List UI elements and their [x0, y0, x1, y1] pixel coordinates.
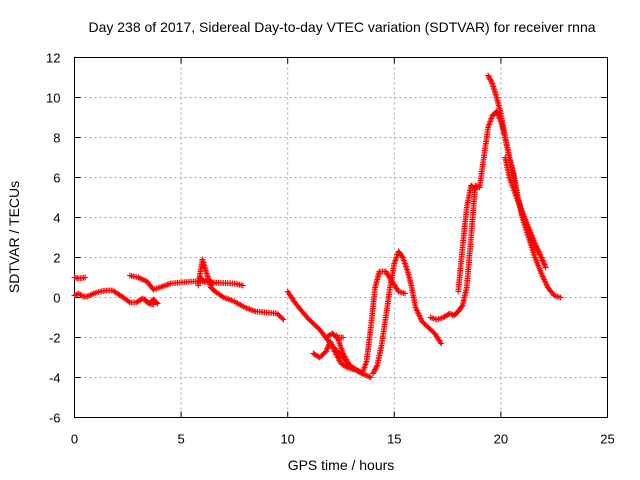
x-axis-label: GPS time / hours — [288, 457, 395, 473]
y-tick-label: 2 — [53, 251, 60, 266]
axis-ticks — [74, 57, 608, 418]
y-tick-label: 4 — [53, 211, 60, 226]
x-tick-label: 15 — [387, 432, 401, 447]
data-points — [485, 72, 549, 271]
data-points — [455, 182, 479, 295]
data-points — [141, 296, 161, 307]
series-arc-4 — [141, 296, 161, 307]
data-points — [502, 154, 545, 261]
series-arc-2 — [71, 287, 157, 308]
series-arc-12 — [427, 108, 564, 323]
data-points — [71, 287, 157, 308]
y-tick-label: 8 — [53, 131, 60, 146]
y-tick-label: -2 — [49, 331, 61, 346]
plot-frame — [74, 57, 608, 418]
series-arc-1 — [71, 274, 89, 282]
x-tick-label: 10 — [280, 432, 294, 447]
series-arc-10 — [333, 268, 409, 377]
y-tick-label: 0 — [53, 291, 60, 306]
series-arc-11 — [369, 248, 445, 377]
series-arc-14 — [485, 72, 549, 271]
y-tick-label: -6 — [49, 411, 61, 426]
y-tick-label: -4 — [49, 371, 61, 386]
data-points — [333, 268, 409, 377]
data-points — [71, 274, 89, 282]
y-axis-label: SDTVAR / TECUs — [6, 181, 22, 293]
x-tick-label: 25 — [600, 432, 614, 447]
series-arc-3 — [126, 272, 246, 293]
y-tick-label: 10 — [46, 91, 60, 106]
series-arc-5 — [195, 256, 287, 323]
chart-title: Day 238 of 2017, Sidereal Day-to-day VTE… — [88, 19, 595, 35]
x-tick-label: 0 — [71, 432, 78, 447]
data-points — [195, 256, 287, 323]
data-points — [126, 272, 246, 293]
data-points — [310, 338, 357, 373]
data-points — [369, 248, 445, 377]
x-tick-label: 20 — [494, 432, 508, 447]
x-axis-tick-labels: 0 5 10 15 20 25 — [71, 432, 615, 447]
x-tick-label: 5 — [177, 432, 184, 447]
series-arc-13 — [455, 182, 479, 295]
data-points — [427, 108, 564, 323]
y-tick-label: 6 — [53, 171, 60, 186]
y-axis-tick-labels: -6 -4 -2 0 2 4 6 8 10 12 — [46, 51, 60, 426]
y-tick-label: 12 — [46, 51, 60, 66]
series-arc-8 — [310, 338, 357, 373]
data-points — [197, 274, 217, 287]
series-arc-6 — [197, 274, 217, 287]
series-arc-15 — [502, 154, 545, 261]
data-series — [71, 72, 564, 381]
